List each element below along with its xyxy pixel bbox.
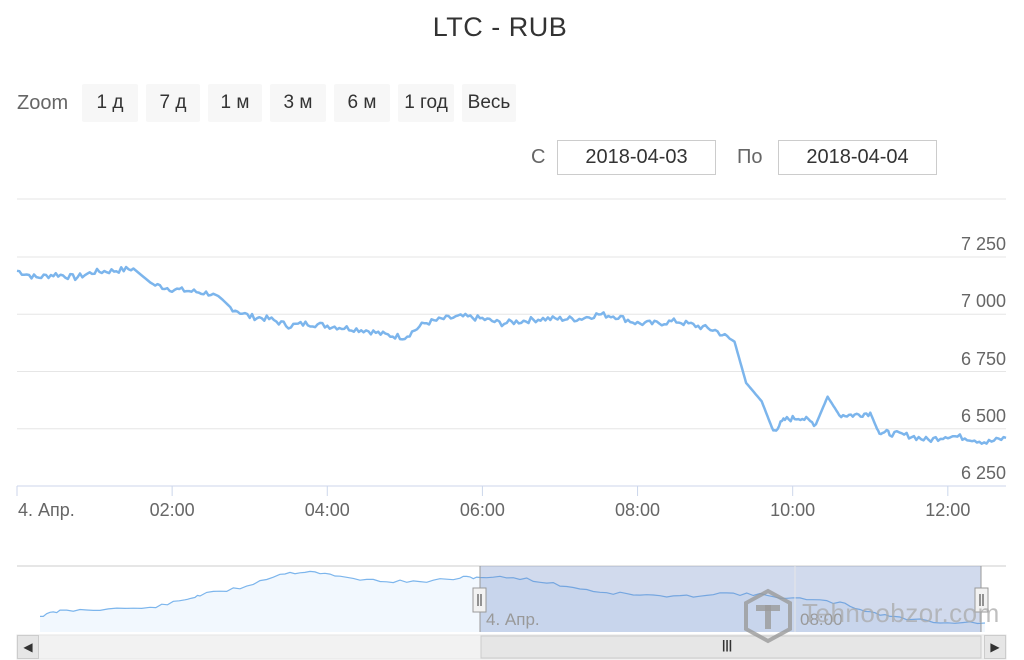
navigator-x-label-2: 08:00: [800, 610, 843, 629]
zoom-button-7d[interactable]: 7 д: [146, 84, 200, 122]
scrollbar-left-arrow[interactable]: ◀: [17, 635, 39, 659]
zoom-button-1d[interactable]: 1 д: [82, 84, 138, 122]
range-from-label: С: [531, 146, 546, 168]
x-tick-label: 04:00: [304, 500, 350, 520]
y-tick-label: 7 250: [960, 234, 1006, 254]
navigator-handle-right[interactable]: [974, 587, 989, 613]
x-tick-label: 08:00: [615, 500, 661, 520]
zoom-button-1y[interactable]: 1 год: [398, 84, 454, 122]
series-line: [16, 265, 1007, 445]
x-tick-label: 4. Апр.: [18, 500, 75, 520]
zoom-button-6m[interactable]: 6 м: [334, 84, 390, 122]
range-to-label: По: [737, 146, 763, 168]
y-tick-label: 7 000: [960, 291, 1006, 312]
y-tick-label: 6 250: [960, 463, 1006, 483]
navigator-area: [40, 571, 985, 632]
zoom-button-3m[interactable]: 3 м: [270, 84, 326, 122]
navigator-x-label: 4. Апр.: [486, 610, 540, 629]
grid-lines: [17, 256, 1006, 430]
scrollbar-thumb[interactable]: [480, 635, 982, 659]
navigator-handle-left[interactable]: [472, 587, 487, 613]
x-tick-label: 12:00: [925, 500, 971, 520]
range-from-input[interactable]: [557, 140, 716, 175]
watermark-logo-icon: [744, 588, 792, 644]
zoom-button-1m[interactable]: 1 м: [208, 84, 262, 122]
x-tick-label: 06:00: [459, 500, 505, 520]
watermark-text: Tehnoobzor.com: [802, 598, 1000, 628]
y-tick-label: 6 750: [960, 348, 1006, 369]
watermark: Tehnoobzor.com: [740, 588, 1010, 644]
range-to-input[interactable]: [778, 140, 937, 175]
scrollbar-right-arrow[interactable]: ▶: [984, 635, 1006, 659]
x-tick-label: 02:00: [149, 500, 195, 520]
scrollbar-grip: |||: [722, 638, 733, 652]
zoom-label: Zoom: [17, 92, 69, 114]
chart-title: LTC - RUB: [432, 12, 568, 42]
navigator-selection[interactable]: [480, 566, 981, 632]
x-axis-tick-marks: [16, 486, 949, 496]
zoom-button-all[interactable]: Весь: [462, 84, 516, 122]
y-tick-label: 6 500: [960, 405, 1006, 426]
x-tick-label: 10:00: [770, 500, 816, 520]
